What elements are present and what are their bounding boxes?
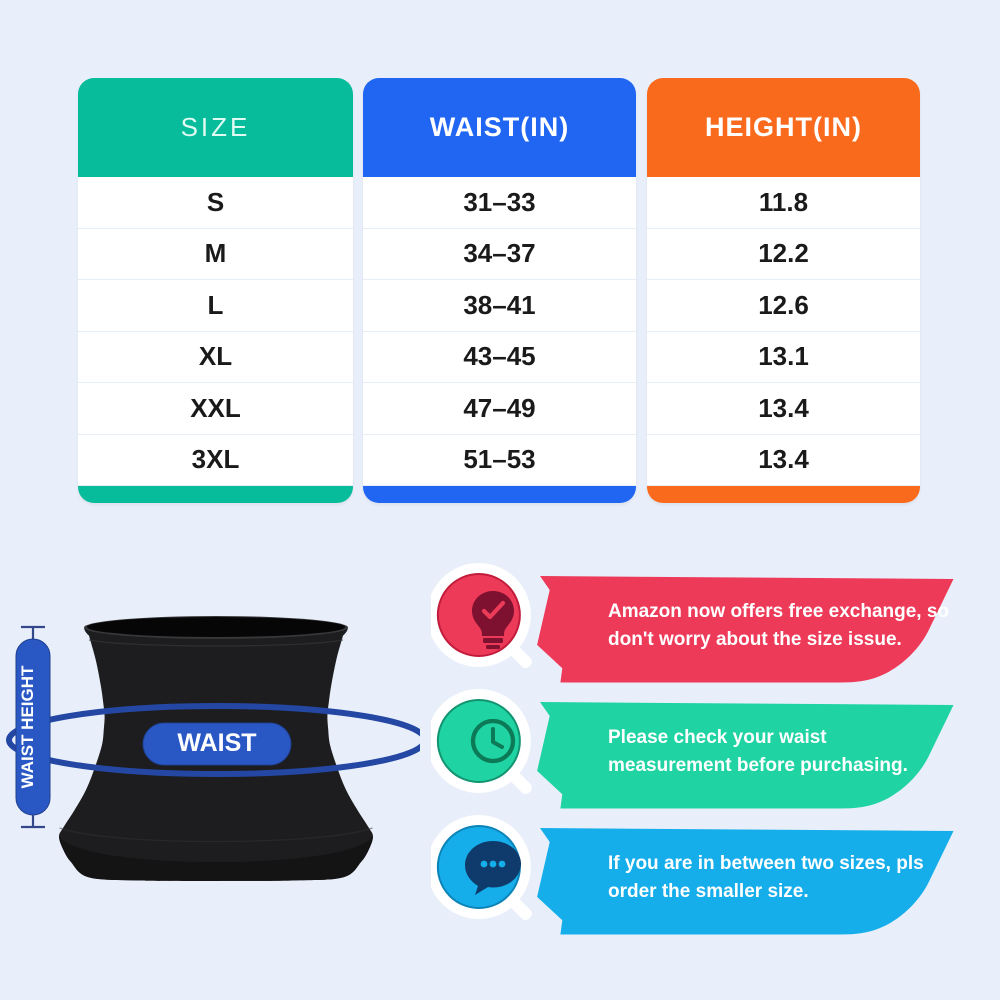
- svg-text:WAIST HEIGHT: WAIST HEIGHT: [18, 665, 37, 788]
- svg-text:WAIST: WAIST: [177, 729, 256, 757]
